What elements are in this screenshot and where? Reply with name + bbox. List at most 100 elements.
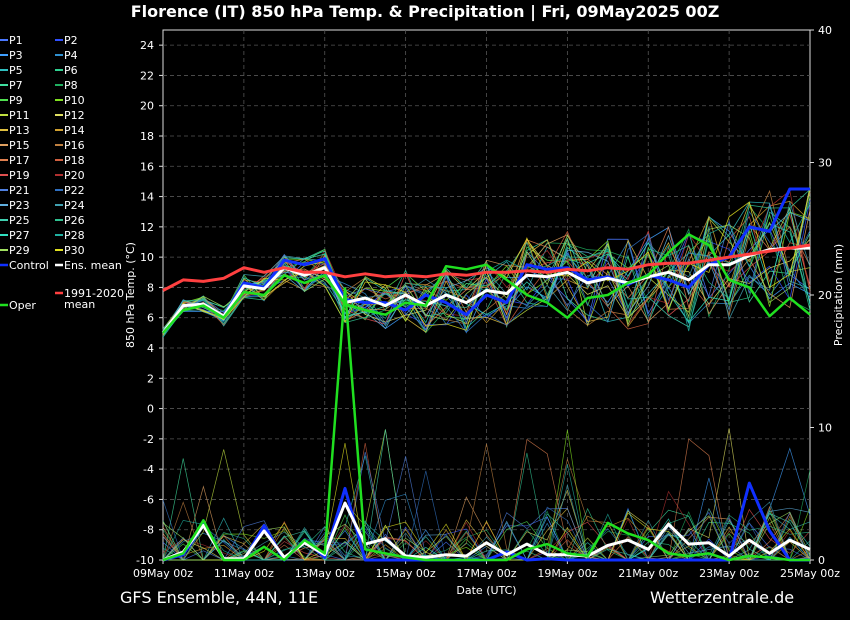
- legend-label: Ens. mean: [64, 259, 122, 272]
- y-axis-label: 850 hPa Temp. (°C): [124, 242, 137, 348]
- y-tick-label: 24: [140, 39, 154, 52]
- legend-label: P2: [64, 34, 78, 47]
- legend-item: P13: [0, 124, 30, 137]
- legend-label: P6: [64, 64, 78, 77]
- legend-label: P27: [9, 229, 30, 242]
- y-tick-label: 0: [147, 403, 154, 416]
- series-line-oper: [162, 233, 811, 334]
- y-tick-label: 8: [147, 281, 154, 294]
- series-line-oper-precip: [162, 287, 810, 562]
- legend-item: P3: [0, 49, 23, 62]
- legend-label: P28: [64, 229, 85, 242]
- legend-label: P10: [64, 94, 85, 107]
- legend-label: P29: [9, 244, 30, 257]
- member-precip-line-p4: [162, 493, 811, 561]
- legend-item: P15: [0, 139, 30, 152]
- legend-item: P4: [55, 49, 78, 62]
- legend-label: mean: [64, 298, 95, 311]
- legend-item: P11: [0, 109, 30, 122]
- legend-item: P29: [0, 244, 30, 257]
- series-line-1991-2020-mean: [162, 243, 811, 292]
- legend-item: P7: [0, 79, 23, 92]
- legend-item: P9: [0, 94, 23, 107]
- legend-label: P22: [64, 184, 85, 197]
- legend-label: P8: [64, 79, 78, 92]
- source-credit[interactable]: Wetterzentrale.de: [650, 588, 795, 607]
- legend-item: P12: [55, 109, 85, 122]
- legend-label: P17: [9, 154, 30, 167]
- legend-label: P9: [9, 94, 23, 107]
- member-precip-line-p15: [162, 485, 811, 561]
- x-tick-label: 21May 00z: [618, 567, 678, 580]
- member-temp-line-p14: [162, 200, 811, 331]
- x-tick-label: 15May 00z: [376, 567, 436, 580]
- member-temp-line-p20: [162, 190, 811, 334]
- y-tick-label: 4: [147, 342, 154, 355]
- series-line-control: [161, 187, 810, 334]
- legend: P1 P2 P3 P4 P5 P6 P7 P8 P9 P10 P11 P12 P13 P14 P15 P16 P…: [0, 34, 124, 312]
- y-tick-label: 2: [147, 372, 154, 385]
- legend-label: P16: [64, 139, 85, 152]
- legend-label: P1: [9, 34, 23, 47]
- x-tick-label: 25May 00z: [780, 567, 840, 580]
- legend-label: P7: [9, 79, 23, 92]
- legend-item: P25: [0, 214, 30, 227]
- legend-label: P25: [9, 214, 30, 227]
- legend-item: P24: [55, 199, 85, 212]
- legend-item: P19: [0, 169, 30, 182]
- x-tick-label: 19May 00z: [537, 567, 597, 580]
- y-right-tick-label: 0: [818, 554, 825, 567]
- x-axis-label: Date (UTC): [456, 584, 516, 597]
- legend-item: P2: [55, 34, 78, 47]
- legend-item: P22: [55, 184, 85, 197]
- legend-item: P17: [0, 154, 30, 167]
- legend-label: P3: [9, 49, 23, 62]
- legend-label: Control: [9, 259, 49, 272]
- y-tick-label: 16: [140, 160, 154, 173]
- y-tick-label: 12: [140, 221, 154, 234]
- legend-label: P23: [9, 199, 30, 212]
- y-tick-label: 22: [140, 69, 154, 82]
- series-line-ens-mean: [161, 246, 810, 334]
- y-tick-label: -2: [143, 433, 154, 446]
- legend-item: P8: [55, 79, 78, 92]
- legend-item: P23: [0, 199, 30, 212]
- legend-label: P5: [9, 64, 23, 77]
- legend-label: 1991-2020: [64, 287, 124, 300]
- legend-item: P26: [55, 214, 85, 227]
- y-tick-label: -6: [143, 493, 154, 506]
- y-tick-label: 18: [140, 130, 154, 143]
- legend-item: P28: [55, 229, 85, 242]
- legend-label: P12: [64, 109, 85, 122]
- legend-item: P6: [55, 64, 78, 77]
- y-tick-label: -8: [143, 524, 154, 537]
- legend-item: P27: [0, 229, 30, 242]
- y-tick-label: -10: [136, 554, 154, 567]
- legend-label: P21: [9, 184, 30, 197]
- legend-item: Ens. mean: [55, 259, 122, 272]
- legend-item: P1: [0, 34, 23, 47]
- legend-item: Oper: [0, 299, 36, 312]
- legend-label: P24: [64, 199, 85, 212]
- legend-label: P20: [64, 169, 85, 182]
- y-tick-label: -4: [143, 463, 154, 476]
- legend-item: P14: [55, 124, 85, 137]
- series-line-ens-mean-precip: [162, 501, 811, 562]
- legend-item: Control: [0, 259, 49, 272]
- x-tick-label: 09May 00z: [133, 567, 193, 580]
- x-tick-label: 11May 00z: [214, 567, 274, 580]
- y-right-axis-label: Precipitation (mm): [832, 244, 845, 346]
- y-right-tick-label: 40: [818, 24, 832, 37]
- legend-label: P14: [64, 124, 85, 137]
- x-tick-label: 13May 00z: [295, 567, 355, 580]
- legend-item: P18: [55, 154, 85, 167]
- y-tick-label: 6: [147, 312, 154, 325]
- legend-item: P20: [55, 169, 85, 182]
- member-temp-line-p29: [162, 185, 811, 332]
- y-tick-label: 14: [140, 191, 154, 204]
- legend-label: P13: [9, 124, 30, 137]
- legend-label: P19: [9, 169, 30, 182]
- legend-item: P30: [55, 244, 85, 257]
- x-tick-label: 23May 00z: [699, 567, 759, 580]
